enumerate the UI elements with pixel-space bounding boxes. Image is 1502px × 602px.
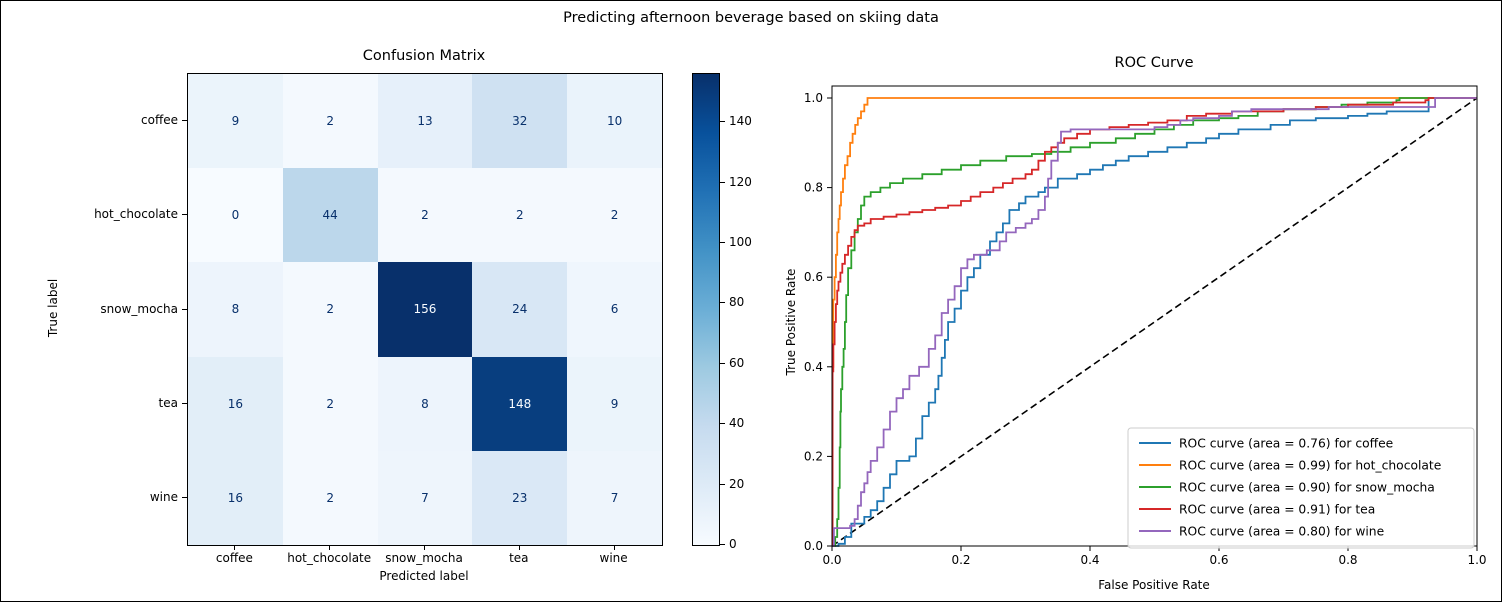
roc-curve-tea xyxy=(831,97,1477,547)
heatmap-cell: 2 xyxy=(282,450,378,545)
heatmap-cell: 0 xyxy=(188,168,283,263)
roc-y-tick-label: 0.4 xyxy=(804,360,823,374)
colorbar-tick-label: 100 xyxy=(729,235,752,250)
roc-y-tick-label: 1.0 xyxy=(804,91,823,105)
legend-label-hot_chocolate: ROC curve (area = 0.99) for hot_chocolat… xyxy=(1179,459,1441,473)
colorbar-tick-label: 140 xyxy=(729,114,752,129)
heatmap-cell: 44 xyxy=(282,168,378,263)
roc-ylabel: True Positive Rate xyxy=(784,269,798,377)
roc-title: ROC Curve xyxy=(1115,55,1194,71)
roc-curve-wine xyxy=(832,97,1477,547)
chance-diagonal-line xyxy=(831,97,1478,547)
heatmap-cell: 7 xyxy=(567,450,662,545)
roc-x-tick-label: 0.6 xyxy=(1209,553,1228,567)
colorbar-tick-label: 0 xyxy=(729,537,737,551)
col-label-hot_chocolate: hot_chocolate xyxy=(287,551,372,565)
confusion-matrix-heatmap: 9 2 13 32 10 0 44 2 2 2 8 2 156 24 6 16 2 8 148 9 16 2 7 23 7 xyxy=(187,73,663,546)
heatmap-cell: 7 xyxy=(377,450,473,545)
colorbar-tick-label: 80 xyxy=(729,295,745,310)
legend-label-coffee: ROC curve (area = 0.76) for coffee xyxy=(1179,437,1393,451)
colorbar-tick-label: 20 xyxy=(729,476,745,491)
heatmap-cell: 13 xyxy=(377,74,473,169)
row-label-wine: wine xyxy=(149,489,178,504)
col-label-tea: tea xyxy=(509,551,529,565)
confusion-matrix-ylabel: True label xyxy=(46,278,60,338)
roc-curve-coffee xyxy=(832,97,1477,547)
heatmap-cell: 16 xyxy=(188,356,283,451)
row-label-tea: tea xyxy=(158,395,178,410)
roc-curve-hot_chocolate xyxy=(831,97,1477,547)
heatmap-cell: 156 xyxy=(377,262,473,357)
heatmap-cell: 8 xyxy=(188,262,283,357)
confusion-matrix-xlabel: Predicted label xyxy=(379,569,469,583)
heatmap-cell: 8 xyxy=(377,356,473,451)
legend-label-wine: ROC curve (area = 0.80) for wine xyxy=(1179,525,1384,539)
legend-label-snow_mocha: ROC curve (area = 0.90) for snow_mocha xyxy=(1179,481,1435,495)
heatmap-cell: 23 xyxy=(472,450,568,545)
row-label-snow_mocha: snow_mocha xyxy=(100,301,178,316)
heatmap-cell: 2 xyxy=(567,168,662,263)
row-label-hot_chocolate: hot_chocolate xyxy=(94,207,178,222)
roc-y-tick-label: 0.6 xyxy=(804,270,823,284)
roc-x-tick-label: 0.2 xyxy=(951,553,970,567)
heatmap-cell: 16 xyxy=(188,450,283,545)
col-label-snow_mocha: snow_mocha xyxy=(385,551,463,565)
colorbar xyxy=(692,73,720,546)
heatmap-cell: 24 xyxy=(472,262,568,357)
roc-y-tick-label: 0.0 xyxy=(804,539,823,553)
heatmap-cell: 2 xyxy=(282,74,378,169)
colorbar-tick-label: 60 xyxy=(729,355,745,370)
roc-legend: ROC curve (area = 0.76) for coffee ROC cu… xyxy=(1127,427,1475,549)
heatmap-cell: 6 xyxy=(567,262,662,357)
roc-y-tick-label: 0.2 xyxy=(804,449,823,463)
heatmap-cell: 2 xyxy=(282,262,378,357)
figure-title: Predicting afternoon beverage based on s… xyxy=(563,10,939,26)
heatmap-cell: 9 xyxy=(567,356,662,451)
roc-x-tick-label: 0.4 xyxy=(1080,553,1099,567)
confusion-matrix-title: Confusion Matrix xyxy=(362,48,486,64)
heatmap-cell: 2 xyxy=(377,168,473,263)
roc-y-tick-label: 0.8 xyxy=(804,181,823,195)
heatmap-cell: 32 xyxy=(472,74,568,169)
roc-curve-snow_mocha xyxy=(832,97,1477,547)
legend-label-tea: ROC curve (area = 0.91) for tea xyxy=(1179,503,1375,517)
roc-chart: ROC Curve 0.0 0.2 0.4 0.6 0.8 1.0 0.0 0.2 0.4 0.6… xyxy=(784,55,1487,592)
roc-x-tick-label: 1.0 xyxy=(1467,553,1486,567)
colorbar-tick-label: 120 xyxy=(729,174,752,189)
roc-xlabel: False Positive Rate xyxy=(1098,578,1210,592)
heatmap-cell: 148 xyxy=(472,356,568,451)
heatmap-cell: 9 xyxy=(188,74,283,169)
col-label-wine: wine xyxy=(599,551,628,565)
colorbar-tick-label: 40 xyxy=(729,416,745,431)
row-label-coffee: coffee xyxy=(141,113,178,128)
col-label-coffee: coffee xyxy=(215,551,253,565)
heatmap-cell: 2 xyxy=(472,168,568,263)
heatmap-cell: 2 xyxy=(282,356,378,451)
heatmap-cell: 10 xyxy=(567,74,662,169)
roc-x-tick-label: 0.8 xyxy=(1338,553,1357,567)
roc-x-tick-label: 0.0 xyxy=(822,553,841,567)
roc-curves xyxy=(831,97,1478,547)
